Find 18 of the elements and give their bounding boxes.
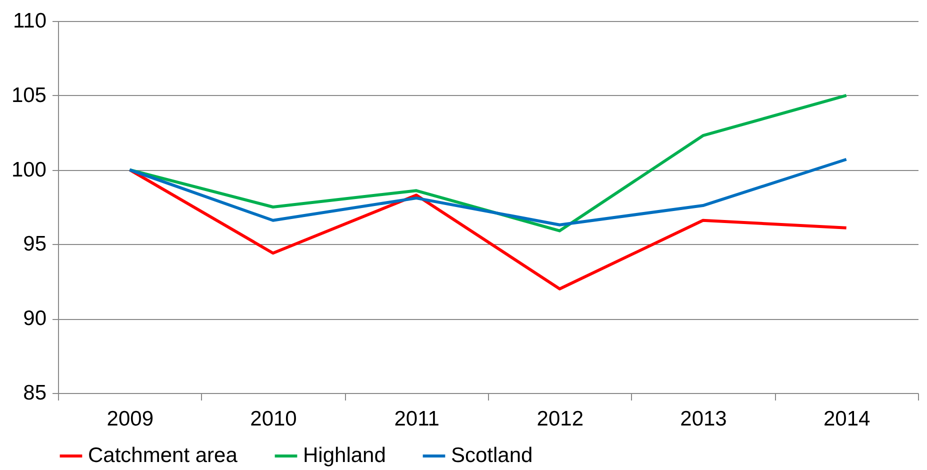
- legend-label: Catchment area: [88, 444, 238, 467]
- y-tick-label: 85: [23, 382, 46, 404]
- x-tick-label: 2012: [536, 408, 584, 430]
- line-series: [128, 158, 848, 226]
- x-tick-label: 2013: [680, 408, 727, 430]
- line-series: [128, 168, 848, 290]
- x-tick-label: 2010: [250, 408, 297, 430]
- y-tick-label: 110: [13, 10, 46, 32]
- y-tick-label: 90: [23, 307, 46, 330]
- line-series: [128, 94, 848, 232]
- x-tick-label: 2009: [106, 408, 154, 430]
- y-tick-label: 95: [23, 232, 46, 256]
- x-tick-label: 2011: [394, 408, 440, 430]
- y-tick-label: 105: [11, 84, 46, 107]
- y-tick-label: 100: [11, 158, 46, 182]
- legend-label: Highland: [303, 444, 386, 467]
- x-tick-label: 2014: [823, 408, 871, 430]
- legend-label: Scotland: [451, 444, 533, 467]
